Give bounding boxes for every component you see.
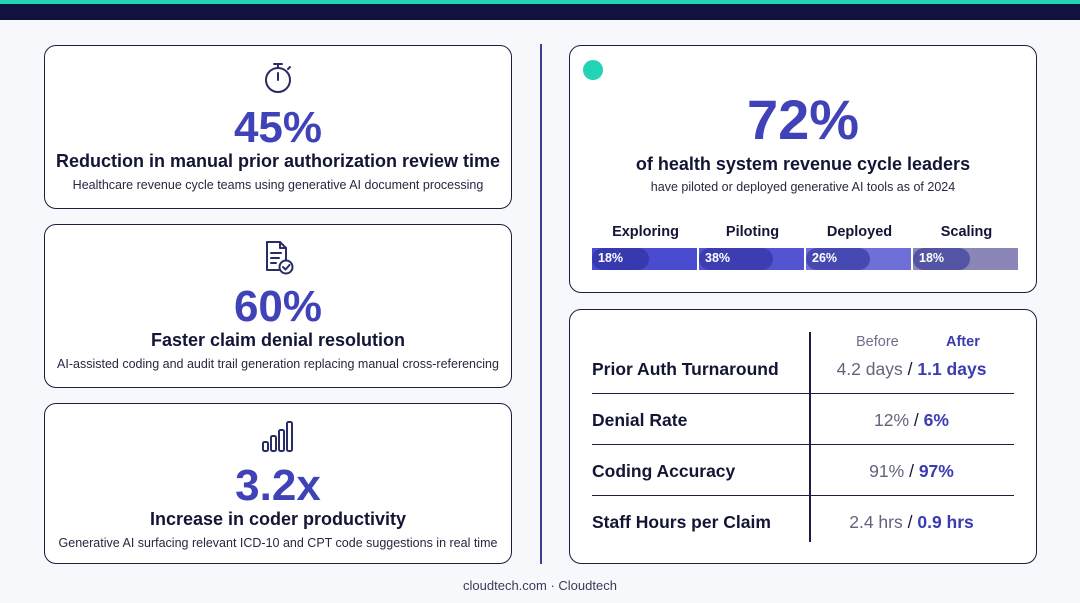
stopwatch-icon: [260, 60, 296, 96]
metric-values: 12% / 6%: [809, 410, 1014, 431]
after-value: 0.9 hrs: [917, 512, 974, 532]
stage-percent: 26%: [812, 251, 838, 265]
stage-bar-fill: [592, 248, 649, 270]
stat-description: Healthcare revenue cycle teams using gen…: [72, 178, 484, 192]
metric-label: Denial Rate: [592, 410, 688, 430]
stat-description: Generative AI surfacing relevant ICD-10 …: [58, 536, 498, 550]
stat-value: 3.2x: [235, 461, 321, 510]
before-value: 12%: [874, 410, 910, 430]
metric-label: Staff Hours per Claim: [592, 512, 771, 532]
stat-title: Increase in coder productivity: [149, 509, 407, 529]
before-value: 91%: [869, 461, 905, 481]
stage-percent: 18%: [919, 251, 945, 265]
metric-label: Coding Accuracy: [592, 461, 736, 481]
stage-label: Piloting: [725, 224, 780, 240]
before-value: 4.2 days: [836, 359, 903, 379]
separator: /: [907, 359, 913, 379]
top-accent-stripe: [0, 0, 1080, 4]
separator: /: [907, 512, 913, 532]
column-divider: [809, 332, 811, 542]
accent-dot: [583, 60, 603, 80]
adoption-card: 72% of health system revenue cycle leade…: [569, 45, 1037, 293]
stage-bar-fill: [806, 248, 870, 270]
stage-bar: 18%: [592, 248, 697, 270]
adoption-subtitle: have piloted or deployed generative AI t…: [650, 180, 956, 194]
stage-label: Scaling: [940, 224, 993, 240]
row-divider: [592, 443, 1014, 445]
stage-bar-fill: [913, 248, 970, 270]
stat-card-prior-auth: 45% Reduction in manual prior authorizat…: [44, 45, 512, 209]
comparison-row: Staff Hours per Claim 2.4 hrs / 0.9 hrs: [592, 496, 1014, 547]
stat-title: Reduction in manual prior authorization …: [55, 151, 501, 171]
after-value: 97%: [918, 461, 954, 481]
stat-card-claim-denial: 60% Faster claim denial resolution AI-as…: [44, 224, 512, 388]
before-header: Before: [856, 334, 899, 350]
metric-values: 91% / 97%: [809, 461, 1014, 482]
stage-label: Deployed: [826, 224, 893, 240]
before-value: 2.4 hrs: [849, 512, 903, 532]
top-banner: [0, 0, 1080, 20]
stage-bar: 18%: [913, 248, 1018, 270]
separator: /: [909, 461, 914, 481]
separator: /: [913, 410, 919, 430]
stage-percent: 38%: [705, 251, 731, 265]
metric-values: 4.2 days / 1.1 days: [809, 359, 1014, 380]
vertical-divider: [540, 44, 542, 564]
stat-card-coder-productivity: 3.2x Increase in coder productivity Gene…: [44, 403, 512, 564]
document-check-icon: [260, 239, 296, 275]
footer-credit: cloudtech.com · Cloudtech: [463, 578, 617, 593]
stat-title: Faster claim denial resolution: [150, 330, 406, 350]
stat-value: 45%: [233, 103, 323, 152]
after-value: 6%: [923, 410, 949, 430]
adoption-title: of health system revenue cycle leaders: [635, 154, 971, 174]
before-after-card: Before After Prior Auth Turnaround 4.2 d…: [569, 309, 1037, 564]
row-divider: [592, 392, 1014, 394]
metric-label: Prior Auth Turnaround: [592, 359, 779, 379]
stat-description: AI-assisted coding and audit trail gener…: [57, 357, 499, 371]
after-value: 1.1 days: [917, 359, 987, 379]
comparison-row: Prior Auth Turnaround 4.2 days / 1.1 day…: [592, 343, 1014, 394]
bar-chart-icon: [260, 418, 296, 454]
metric-values: 2.4 hrs / 0.9 hrs: [809, 512, 1014, 533]
stage-label: Exploring: [612, 224, 679, 240]
comparison-row: Coding Accuracy 91% / 97%: [592, 445, 1014, 496]
stat-value: 60%: [233, 282, 323, 331]
stage-bar-fill: [699, 248, 773, 270]
comparison-row: Denial Rate 12% / 6%: [592, 394, 1014, 445]
after-header: After: [946, 334, 980, 350]
stage-percent: 18%: [598, 251, 624, 265]
stage-bar: 26%: [806, 248, 911, 270]
row-divider: [592, 494, 1014, 496]
stage-bar: 38%: [699, 248, 804, 270]
adoption-value: 72%: [746, 88, 860, 151]
